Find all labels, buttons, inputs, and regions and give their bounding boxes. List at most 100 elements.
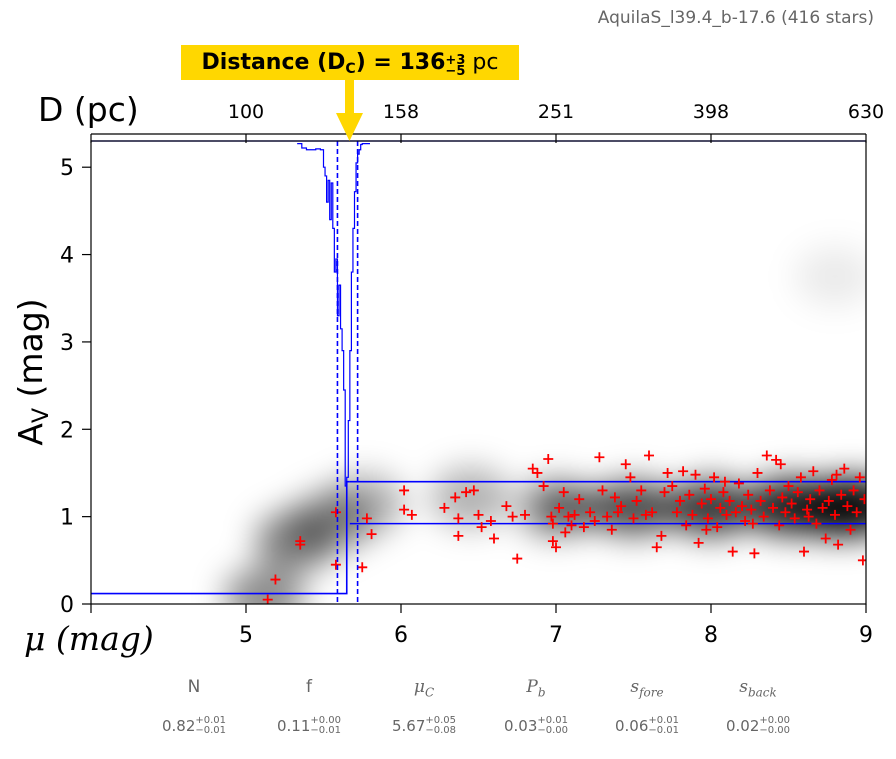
star-point <box>485 516 496 527</box>
density-blob <box>224 567 305 604</box>
distance-callout: Distance (DC) = 136 +3 −5 pc <box>181 45 519 80</box>
y-tick-label: 4 <box>60 244 74 269</box>
star-point <box>399 504 410 515</box>
star-point <box>262 594 273 604</box>
star-point <box>647 507 658 518</box>
star-point <box>758 511 769 522</box>
star-point <box>606 524 617 535</box>
star-point <box>357 562 368 573</box>
param-4: sfore 0.06 +0.01 −0.01 <box>587 672 707 736</box>
star-point <box>749 548 760 559</box>
chart-title: AquilaS_l39.4_b-17.6 (416 stars) <box>597 8 874 28</box>
y-axis: 0 1 2 3 4 5 <box>60 156 91 618</box>
star-point <box>662 467 673 478</box>
star-point <box>755 495 766 506</box>
fit-parameters: N 0.82 +0.01 −0.01 f 0.11 +0.00 −0.01 μC 5.67 +0.0… <box>0 672 896 752</box>
star-point <box>609 492 620 503</box>
star-point <box>538 481 549 492</box>
star-point <box>631 495 642 506</box>
posterior-steps <box>297 143 370 487</box>
star-point <box>295 539 306 550</box>
star-point <box>808 466 819 477</box>
star-point <box>740 516 751 527</box>
star-point <box>789 513 800 524</box>
star-point <box>823 495 834 506</box>
star-point <box>560 527 571 538</box>
param-name: sback <box>739 677 777 700</box>
star-point <box>361 513 372 524</box>
star-point <box>857 555 866 566</box>
param-value: 0.82 +0.01 −0.01 <box>161 715 227 736</box>
param-value: 0.11 +0.00 −0.01 <box>276 715 342 736</box>
star-point <box>684 489 695 500</box>
star-point <box>468 485 479 496</box>
star-point <box>746 504 757 515</box>
star-point <box>547 536 558 547</box>
star-point <box>859 494 866 505</box>
star-point <box>845 524 856 535</box>
star-point <box>690 469 701 480</box>
star-point <box>476 522 487 533</box>
star-point <box>817 502 828 513</box>
param-5: sback 0.02 +0.00 −0.00 <box>698 672 818 736</box>
star-point <box>715 502 726 513</box>
star-point <box>803 511 814 522</box>
star-point <box>727 546 738 557</box>
star-point <box>795 472 806 483</box>
star-point <box>563 511 574 522</box>
star-point <box>737 501 747 512</box>
y-axis-label: AV (mag) <box>11 298 54 445</box>
star-point <box>473 509 484 520</box>
star-point <box>681 520 692 531</box>
star-point <box>366 529 377 540</box>
star-point <box>597 485 608 496</box>
star-point <box>721 509 732 520</box>
star-point <box>507 511 518 522</box>
star-point <box>532 467 543 478</box>
star-point <box>613 507 623 518</box>
star-point <box>733 478 744 489</box>
star-point <box>558 487 569 498</box>
star-point <box>706 494 716 505</box>
star-point <box>786 498 797 509</box>
star-point <box>450 492 461 503</box>
star-point <box>501 501 512 512</box>
star-point <box>699 483 710 494</box>
density-map <box>224 246 866 604</box>
star-point <box>678 466 689 477</box>
star-point <box>270 574 281 585</box>
star-point <box>774 520 785 531</box>
star-point <box>659 487 670 498</box>
top-axis-label: D (pc) <box>38 90 139 129</box>
star-point <box>842 501 853 512</box>
star-point <box>640 509 651 520</box>
star-point <box>453 530 464 541</box>
x-tick-label: 8 <box>704 623 718 648</box>
param-name: N <box>187 677 201 697</box>
star-point <box>671 507 682 518</box>
param-2: μC 5.67 +0.05 −0.08 <box>364 672 484 736</box>
param-value: 0.06 +0.01 −0.01 <box>614 715 680 736</box>
star-point <box>693 537 704 548</box>
density-blob <box>430 467 511 528</box>
density-blob <box>795 246 866 307</box>
star-point <box>667 481 678 492</box>
star-point <box>589 516 600 527</box>
star-point <box>724 495 735 506</box>
star-point <box>768 502 778 513</box>
star-point <box>830 509 840 520</box>
star-point <box>792 487 803 498</box>
star-point <box>656 530 667 541</box>
star-point <box>399 485 410 496</box>
star-point <box>709 472 720 483</box>
star-point <box>761 450 772 461</box>
star-point <box>701 524 712 535</box>
star-point <box>554 502 565 513</box>
star-point <box>696 498 707 509</box>
x-tick-label: 9 <box>859 623 873 648</box>
star-point <box>406 509 417 520</box>
star-point <box>527 463 538 474</box>
star-point <box>551 542 561 553</box>
y-tick-label: 1 <box>60 506 74 531</box>
